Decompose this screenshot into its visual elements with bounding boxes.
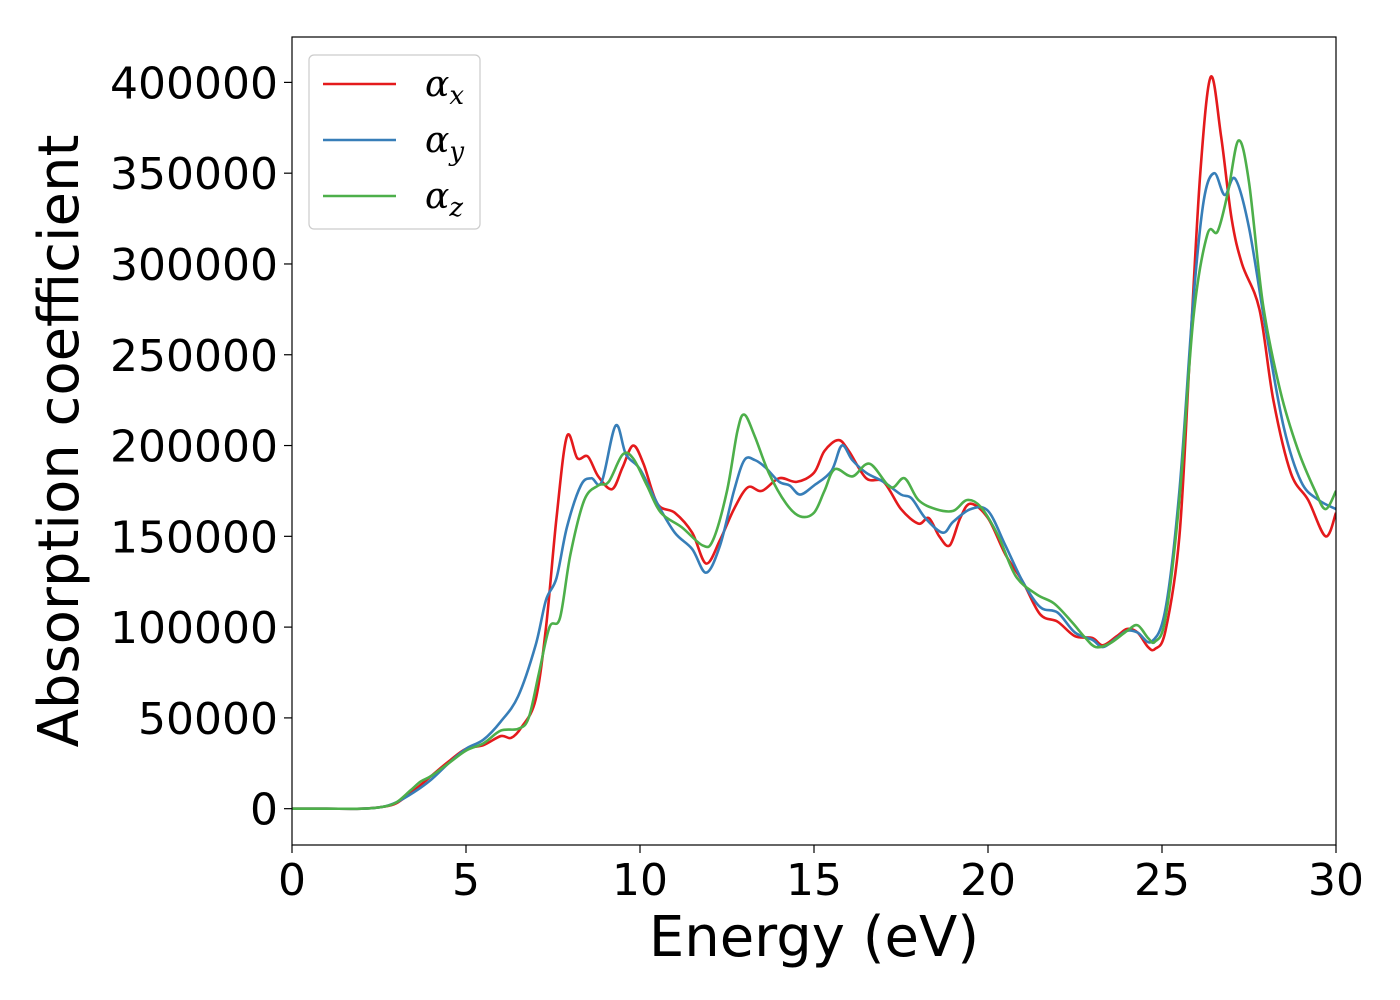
y-tick-label: 100000: [110, 603, 278, 654]
y-tick-label: 50000: [138, 694, 278, 745]
y-axis: 0 50000 100000 150000 200000 250000 300000 3500…: [110, 58, 292, 836]
legend-box: [308, 54, 481, 230]
legend-label-x: αx: [425, 64, 464, 111]
x-tick-label: 5: [452, 855, 480, 906]
series-layer: [292, 75, 1336, 811]
legend-label-z: αz: [425, 176, 463, 223]
x-tick-label: 10: [612, 855, 668, 906]
legend-label-y: αy: [425, 120, 464, 167]
y-tick-label: 350000: [110, 149, 278, 200]
x-axis: 0 5 10 15 20 25 30: [278, 845, 1364, 906]
y-tick-label: 200000: [110, 422, 278, 473]
legend: αx αy αz: [308, 54, 481, 230]
x-tick-label: 20: [960, 855, 1016, 906]
x-tick-label: 30: [1308, 855, 1364, 906]
y-tick-label: 0: [250, 785, 278, 836]
x-tick-label: 15: [786, 855, 842, 906]
x-tick-label: 25: [1134, 855, 1190, 906]
x-tick-label: 0: [278, 855, 306, 906]
series-line-z: [292, 139, 1336, 811]
y-tick-label: 250000: [110, 331, 278, 382]
y-tick-label: 300000: [110, 240, 278, 291]
y-tick-label: 400000: [110, 58, 278, 109]
x-axis-label: Energy (eV): [649, 905, 979, 970]
y-axis-label: Absorption coefficient: [27, 135, 92, 748]
y-tick-label: 150000: [110, 512, 278, 563]
